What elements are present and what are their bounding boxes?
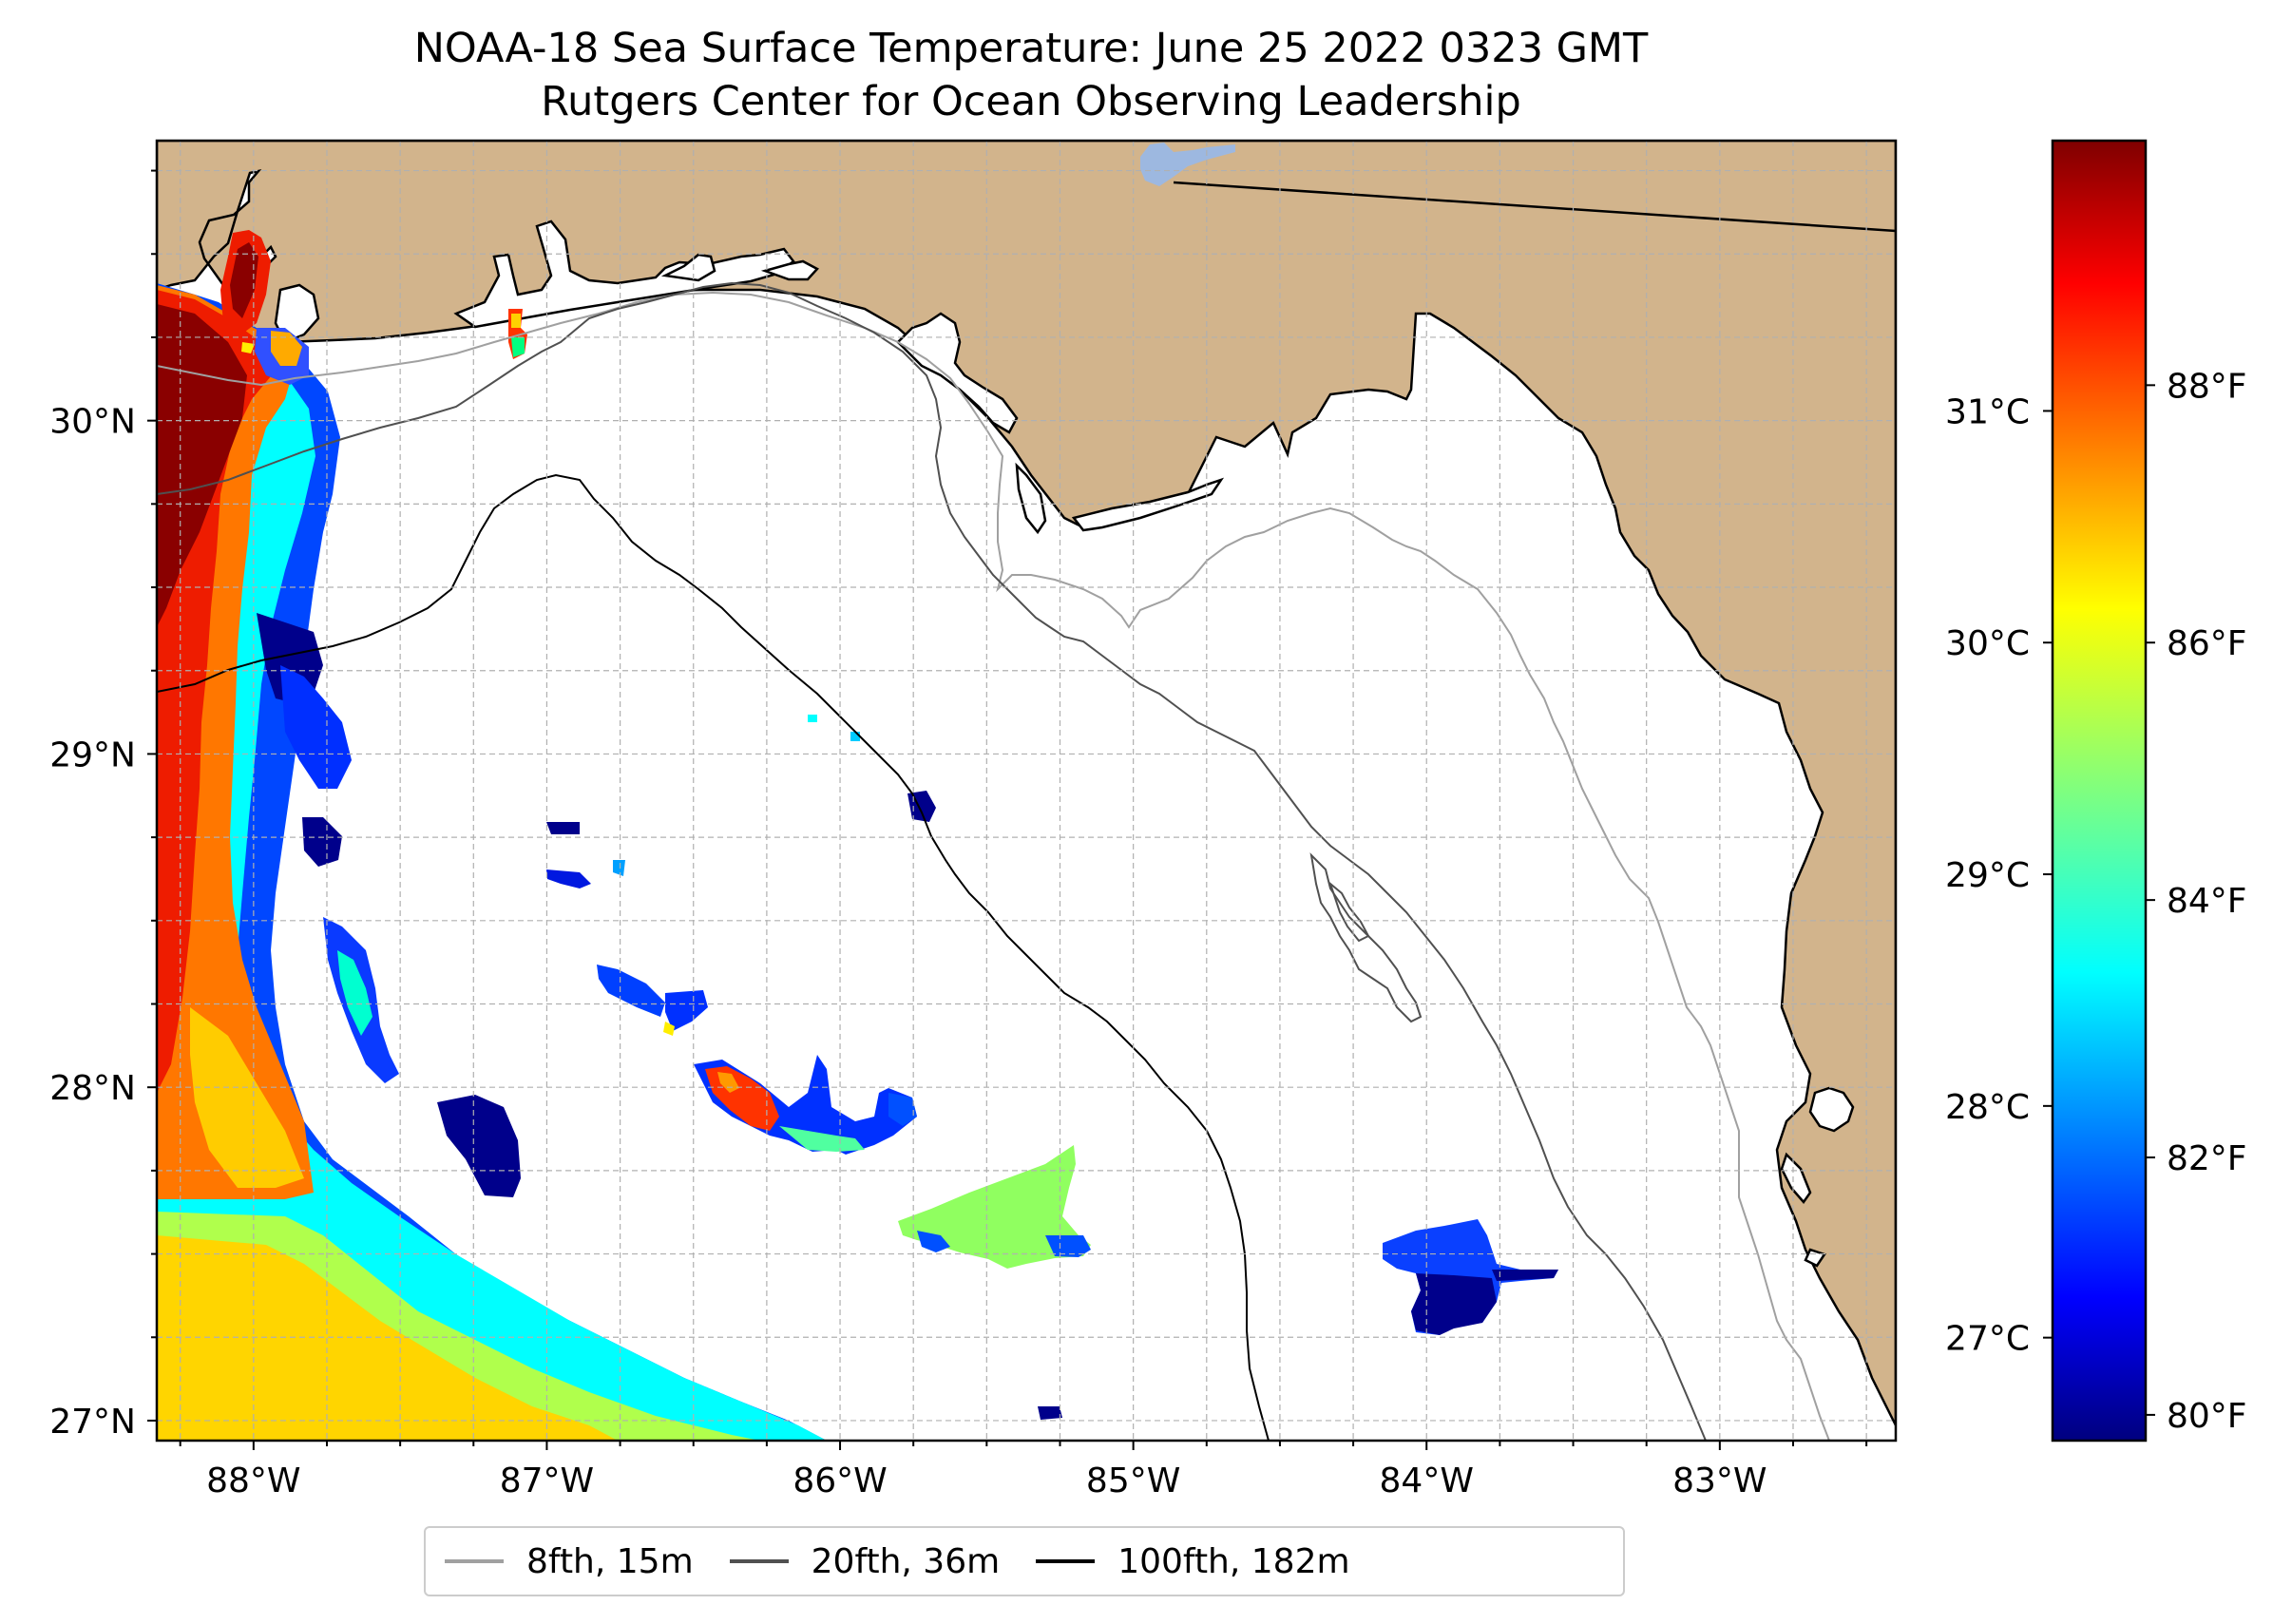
- longitude-tick-label: 85°W: [1086, 1462, 1180, 1500]
- isobath-8fth: [157, 291, 1830, 1441]
- fahrenheit-tick-label: 88°F: [2167, 367, 2247, 406]
- latitude-tick-label: 30°N: [49, 403, 136, 442]
- legend-swatch-20fth: [729, 1559, 789, 1563]
- latitude-tick-label: 28°N: [49, 1069, 136, 1108]
- legend-swatch-100fth: [1036, 1559, 1096, 1563]
- latitude-tick-label: 29°N: [49, 736, 136, 774]
- fahrenheit-tick-label: 86°F: [2167, 624, 2247, 663]
- colorbar-fahrenheit-axis: 88°F 86°F 84°F 82°F 80°F: [2146, 367, 2247, 1436]
- celsius-tick-label: 31°C: [1945, 392, 2030, 431]
- legend-item-20fth: 20fth, 36m: [729, 1541, 1001, 1581]
- state-boundary: [1173, 181, 1896, 233]
- legend-item-8fth: 8fth, 15m: [445, 1542, 694, 1581]
- longitude-tick-label: 86°W: [793, 1462, 887, 1500]
- celsius-tick-label: 29°C: [1945, 856, 2030, 895]
- lake: [1140, 143, 1235, 186]
- longitude-tick-label: 88°W: [206, 1462, 300, 1500]
- legend-swatch-8fth: [445, 1559, 504, 1563]
- fahrenheit-tick-label: 84°F: [2167, 882, 2247, 921]
- fahrenheit-tick-label: 80°F: [2167, 1397, 2247, 1436]
- longitude-tick-label: 84°W: [1380, 1462, 1474, 1500]
- colorbar-celsius-axis: 31°C 30°C 29°C 28°C 27°C: [1945, 392, 2053, 1359]
- legend-label-20fth: 20fth, 36m: [811, 1541, 1001, 1581]
- legend-label-100fth: 100fth, 182m: [1117, 1541, 1350, 1581]
- longitude-tick-label: 87°W: [500, 1462, 594, 1500]
- longitude-axis: 88°W 87°W 86°W 85°W 84°W 83°W: [179, 1441, 1868, 1500]
- isobath-20fth: [157, 281, 1707, 1441]
- figure-title: NOAA-18 Sea Surface Temperature: June 25…: [413, 25, 1649, 72]
- legend-label-8fth: 8fth, 15m: [526, 1541, 694, 1581]
- colorbar-gradient: [2051, 139, 2148, 1442]
- fahrenheit-tick-label: 82°F: [2167, 1139, 2247, 1178]
- celsius-tick-label: 28°C: [1945, 1088, 2030, 1127]
- map-gridlines: [157, 141, 1896, 1441]
- colorbar: 31°C 30°C 29°C 28°C 27°C 88°F 86°F 84°F 82°F 80°…: [1945, 139, 2247, 1442]
- longitude-tick-label: 83°W: [1672, 1462, 1767, 1500]
- celsius-tick-label: 27°C: [1945, 1320, 2030, 1359]
- legend: 8fth, 15m 20fth, 36m 100fth, 182m: [424, 1526, 1625, 1596]
- celsius-tick-label: 30°C: [1945, 624, 2030, 663]
- latitude-axis: 30°N 29°N 28°N 27°N: [49, 169, 157, 1442]
- latitude-tick-label: 27°N: [49, 1403, 136, 1442]
- map-frame: [155, 139, 1898, 1442]
- legend-item-100fth: 100fth, 182m: [1036, 1541, 1350, 1581]
- isobath-100fth: [157, 473, 1270, 1441]
- figure-subtitle: Rutgers Center for Ocean Observing Leade…: [541, 78, 1521, 125]
